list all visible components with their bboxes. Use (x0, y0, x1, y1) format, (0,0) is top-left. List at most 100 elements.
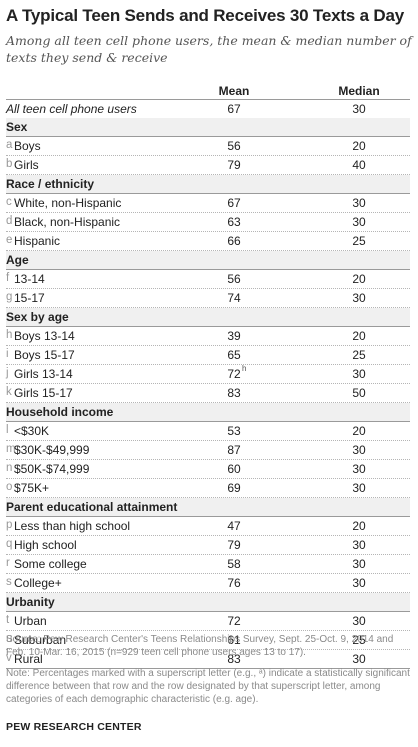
table-row: f 13-14 56 20 (6, 270, 410, 289)
row-label: Girls 15-17 (14, 386, 73, 400)
row-label: College+ (14, 576, 62, 590)
median-value: 30 (352, 652, 366, 666)
row-label: Less than high school (14, 519, 131, 533)
table-section-header: Parent educational attainment (6, 498, 410, 517)
table-row: g 15-17 74 30 (6, 289, 410, 308)
row-label: Boys 13-14 (14, 329, 75, 343)
table-row: d Black, non-Hispanic 63 30 (6, 213, 410, 232)
source-note: Source: Pew Research Center's Teens Rela… (6, 634, 394, 658)
column-header-median: Median (338, 84, 380, 98)
median-value: 30 (352, 481, 366, 495)
mean-value: 79 (227, 158, 241, 172)
table-section-header: Race / ethnicity (6, 175, 410, 194)
table-row: All teen cell phone users 67 30 (6, 99, 410, 119)
mean-value: 56 (227, 139, 241, 153)
row-letter: h (6, 329, 13, 341)
row-letter: j (6, 367, 9, 379)
median-value: 30 (352, 462, 366, 476)
mean-value: 67 (227, 196, 241, 210)
mean-value: 65 (227, 348, 241, 362)
mean-value: 61 (227, 633, 241, 647)
column-header-mean: Mean (218, 84, 250, 98)
median-value: 20 (352, 329, 366, 343)
row-letter: l (6, 424, 9, 436)
row-letter: o (6, 481, 13, 493)
table-row: e Hispanic 66 25 (6, 232, 410, 251)
table-row: p Less than high school 47 20 (6, 517, 410, 536)
table-section-header: Age (6, 251, 410, 270)
row-letter: n (6, 462, 13, 474)
median-value: 30 (352, 614, 366, 628)
row-letter: f (6, 272, 10, 284)
mean-value: 63 (227, 215, 241, 229)
mean-value: 66 (227, 234, 241, 248)
mean-value: 69 (227, 481, 241, 495)
table-row: j Girls 13-14 72 h 30 (6, 364, 410, 384)
row-label: 13-14 (14, 272, 45, 286)
row-letter: b (6, 158, 13, 170)
row-letter: d (6, 215, 13, 227)
row-letter: u (6, 633, 13, 645)
table-row: h Boys 13-14 39 20 (6, 327, 410, 346)
table-row: t Urban 72 30 (6, 612, 410, 631)
median-value: 20 (352, 272, 366, 286)
row-label: High school (14, 538, 77, 552)
row-label: $30K-$49,999 (14, 443, 90, 457)
brand-logo-text: PEW RESEARCH CENTER (6, 721, 142, 733)
median-value: 30 (352, 557, 366, 571)
section-label: Race / ethnicity (6, 177, 95, 191)
median-value: 40 (352, 158, 366, 172)
median-value: 20 (352, 519, 366, 533)
median-value: 25 (352, 633, 366, 647)
section-label: Sex (6, 120, 28, 134)
row-letter: r (6, 557, 10, 569)
median-value: 30 (352, 196, 366, 210)
mean-value: 83 (227, 652, 241, 666)
row-letter: a (6, 139, 13, 151)
table-row: o $75K+ 69 30 (6, 479, 410, 498)
mean-value: 72 (227, 614, 241, 628)
mean-value: 53 (227, 424, 241, 438)
table-row: r Some college 58 30 (6, 555, 410, 574)
median-value: 30 (352, 291, 366, 305)
row-letter: e (6, 234, 13, 246)
table-row: n $50K-$74,999 60 30 (6, 460, 410, 479)
table-section-header: Sex by age (6, 308, 410, 327)
row-label: $50K-$74,999 (14, 462, 90, 476)
row-label: <$30K (14, 424, 50, 438)
median-value: 30 (352, 102, 366, 116)
median-value: 30 (352, 443, 366, 457)
row-label: Girls (14, 158, 39, 172)
row-label: Boys 15-17 (14, 348, 75, 362)
table-row: s College+ 76 30 (6, 574, 410, 593)
median-value: 50 (352, 386, 366, 400)
mean-value: 74 (227, 291, 241, 305)
mean-value: 39 (227, 329, 241, 343)
row-letter: v (6, 652, 12, 664)
table-section-header: Urbanity (6, 593, 410, 612)
median-value: 30 (352, 367, 366, 381)
section-label: Urbanity (6, 595, 55, 609)
row-letter: m (6, 443, 16, 455)
median-value: 25 (352, 348, 366, 362)
row-label: Girls 13-14 (14, 367, 73, 381)
table-row: a Boys 56 20 (6, 137, 410, 156)
table-row: q High school 79 30 (6, 536, 410, 555)
median-value: 30 (352, 538, 366, 552)
median-value: 20 (352, 424, 366, 438)
mean-value: 83 (227, 386, 241, 400)
table-row: k Girls 15-17 83 50 (6, 384, 410, 403)
table-row: v Rural 83 30 (6, 650, 410, 669)
row-letter: q (6, 538, 13, 550)
row-label: Urban (14, 614, 47, 628)
row-label: All teen cell phone users (6, 102, 137, 116)
median-value: 25 (352, 234, 366, 248)
row-letter: c (6, 196, 12, 208)
significance-superscript: h (242, 364, 247, 373)
section-label: Parent educational attainment (6, 500, 178, 514)
mean-value: 60 (227, 462, 241, 476)
row-label: Black, non-Hispanic (14, 215, 121, 229)
row-label: Some college (14, 557, 87, 571)
section-label: Age (6, 253, 29, 267)
